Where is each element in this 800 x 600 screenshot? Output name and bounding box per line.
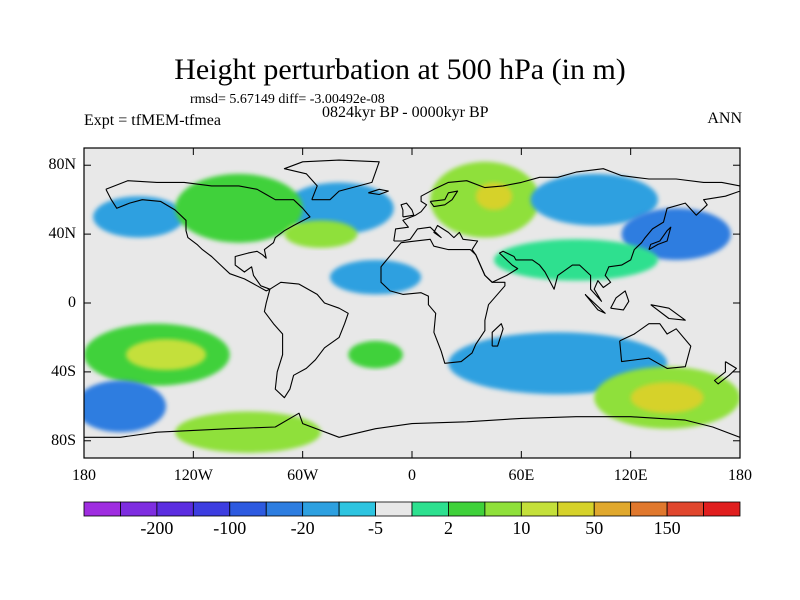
plot-title: Height perturbation at 500 hPa (in m)	[174, 53, 626, 86]
axis-ticks	[83, 148, 741, 458]
coastline-japan	[648, 226, 672, 251]
coastline-south-america	[263, 281, 349, 399]
colorbar-box	[520, 501, 559, 517]
colorbar-label: -5	[368, 518, 384, 538]
colorbar-label: 10	[512, 518, 531, 538]
field-nw-pacific-low	[621, 208, 731, 260]
lon-tick-label: 120E	[613, 467, 648, 484]
coastline-greenland	[283, 159, 380, 201]
colorbar-box	[229, 501, 267, 517]
colorbar-box	[411, 501, 449, 517]
colorbar-label: -200	[140, 518, 174, 538]
coastline-new-guinea	[650, 304, 686, 321]
colorbar-box	[156, 501, 194, 517]
field-siberia-low	[530, 173, 658, 226]
lon-tick-label: 180	[72, 467, 96, 484]
coastline-borneo	[610, 290, 630, 311]
lon-tick-label: 180	[728, 467, 752, 484]
coastline-iceland	[368, 188, 389, 196]
lat-tick-label: 80S	[51, 431, 76, 449]
field-n-pacific-low	[93, 196, 185, 238]
lat-tick-label: 80N	[48, 156, 76, 174]
field-n-america-high	[175, 173, 303, 243]
field-s-atlantic-high	[348, 340, 403, 369]
colorbar-box	[375, 501, 413, 517]
coastlines	[84, 159, 740, 438]
coastline-madagascar	[491, 323, 504, 347]
season-label: ANN	[707, 110, 742, 127]
colorbar-label: 2	[443, 518, 453, 538]
coastline-new-zealand	[713, 361, 737, 385]
field-east-us-high	[284, 220, 358, 248]
height-field	[84, 148, 740, 458]
colorbar-box	[703, 501, 741, 517]
colorbar-box	[557, 501, 595, 517]
period-label: 0824kyr BP - 0000kyr BP	[322, 104, 489, 121]
lat-tick-label: 0	[68, 294, 76, 311]
colorbar-label: 150	[653, 518, 681, 538]
colorbar-box	[83, 501, 121, 517]
field-antarctic-high	[175, 411, 321, 453]
field-asia-high	[494, 239, 658, 281]
lon-tick-label: 120W	[173, 467, 213, 484]
coastline-north-america	[105, 180, 311, 292]
field-europe-core	[475, 182, 513, 211]
colorbar-box	[593, 501, 632, 517]
colorbar	[83, 501, 741, 517]
coastline-sumatra	[584, 294, 606, 314]
experiment-label: Expt = tfMEM-tfmea	[84, 112, 221, 129]
colorbar-box	[630, 501, 668, 517]
colorbar-box	[120, 501, 158, 517]
field-s-pacific-core	[125, 339, 207, 371]
colorbar-box	[302, 501, 340, 517]
colorbar-label: -100	[213, 518, 247, 538]
colorbar-box	[192, 501, 231, 517]
colorbar-box	[666, 501, 704, 517]
colorbar-box	[338, 501, 376, 517]
field-s-indian-core	[630, 382, 704, 414]
lon-tick-label: 0	[408, 467, 416, 484]
lat-tick-label: 40S	[51, 362, 76, 380]
coastline-africa	[380, 238, 506, 364]
lon-tick-label: 60E	[508, 467, 535, 484]
colorbar-label: 50	[585, 518, 604, 538]
field-atlantic-low	[330, 259, 422, 295]
colorbar-box	[484, 501, 522, 517]
coastline-australia	[619, 323, 692, 369]
coastline-uk	[400, 202, 415, 218]
coastline-europe-asia	[393, 168, 740, 302]
coastline-scandinavia-sea	[429, 190, 459, 208]
stats-line: rmsd= 5.67149 diff= -3.00492e-08	[190, 92, 385, 107]
colorbar-box	[265, 501, 304, 517]
coastline-antarctica	[84, 412, 740, 438]
field-sw-pacific-low	[84, 380, 166, 433]
lat-tick-label: 40N	[48, 225, 76, 243]
lon-tick-label: 60W	[287, 467, 319, 484]
colorbar-box	[448, 501, 486, 517]
colorbar-label: -20	[290, 518, 315, 538]
